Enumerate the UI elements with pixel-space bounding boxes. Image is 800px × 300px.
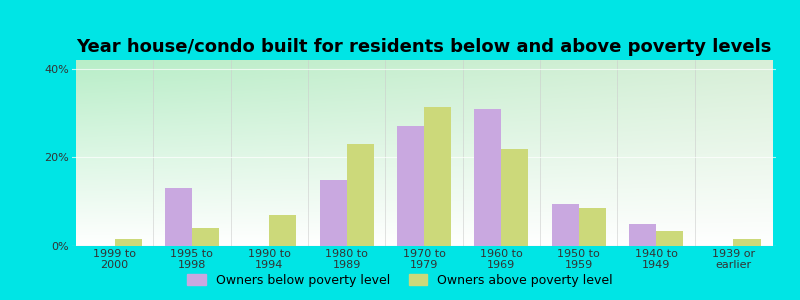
Bar	[734, 239, 761, 246]
Bar	[270, 215, 296, 246]
Bar	[656, 230, 683, 246]
Bar	[502, 148, 529, 246]
Bar	[114, 239, 142, 246]
Bar	[629, 224, 656, 246]
Title: Year house/condo built for residents below and above poverty levels: Year house/condo built for residents bel…	[76, 38, 772, 56]
Bar	[578, 208, 606, 246]
Bar	[552, 204, 578, 246]
Bar	[192, 228, 219, 246]
Bar	[474, 109, 502, 246]
Bar	[319, 180, 346, 246]
Bar	[346, 144, 374, 246]
Bar	[165, 188, 192, 246]
Legend: Owners below poverty level, Owners above poverty level: Owners below poverty level, Owners above…	[183, 270, 617, 291]
Bar	[397, 126, 424, 246]
Bar	[424, 106, 451, 246]
